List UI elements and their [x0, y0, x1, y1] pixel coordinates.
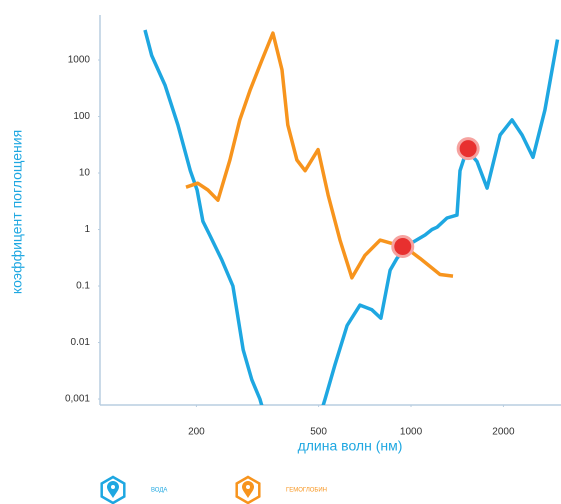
legend-hexagon	[235, 475, 261, 504]
legend-pin	[242, 481, 254, 498]
y-tick-label: 100	[73, 111, 90, 122]
legend-pin-hole	[246, 485, 250, 489]
y-tick-label: 0.01	[71, 337, 91, 348]
series-line	[143, 29, 560, 405]
y-tick-label: 1	[84, 224, 90, 235]
x-tick-label: 200	[188, 427, 205, 438]
legend-pin	[107, 481, 119, 498]
x-axis-label: длина волн (нм)	[298, 438, 403, 454]
y-axis-label: коэффицент поглощения	[9, 130, 25, 294]
y-tick-label: 10	[79, 168, 91, 179]
legend-label: ВОДА	[151, 488, 167, 494]
highlight-marker	[391, 235, 415, 259]
y-tick-label: 0.1	[76, 281, 90, 292]
legend-pin-hole	[111, 485, 115, 489]
x-tick-label: 2000	[492, 427, 515, 438]
legend-label: ГЕМОГЛОБИН	[286, 488, 327, 494]
x-tick-label: 1000	[400, 427, 423, 438]
x-tick-label: 500	[310, 427, 327, 438]
legend-hexagon	[100, 475, 126, 504]
legend-icon	[100, 475, 126, 504]
y-tick-label: 1000	[68, 55, 91, 66]
legend-icon	[235, 475, 261, 504]
highlight-marker	[456, 137, 480, 161]
y-tick-label: 0,001	[65, 394, 90, 405]
plot-area	[143, 29, 560, 405]
